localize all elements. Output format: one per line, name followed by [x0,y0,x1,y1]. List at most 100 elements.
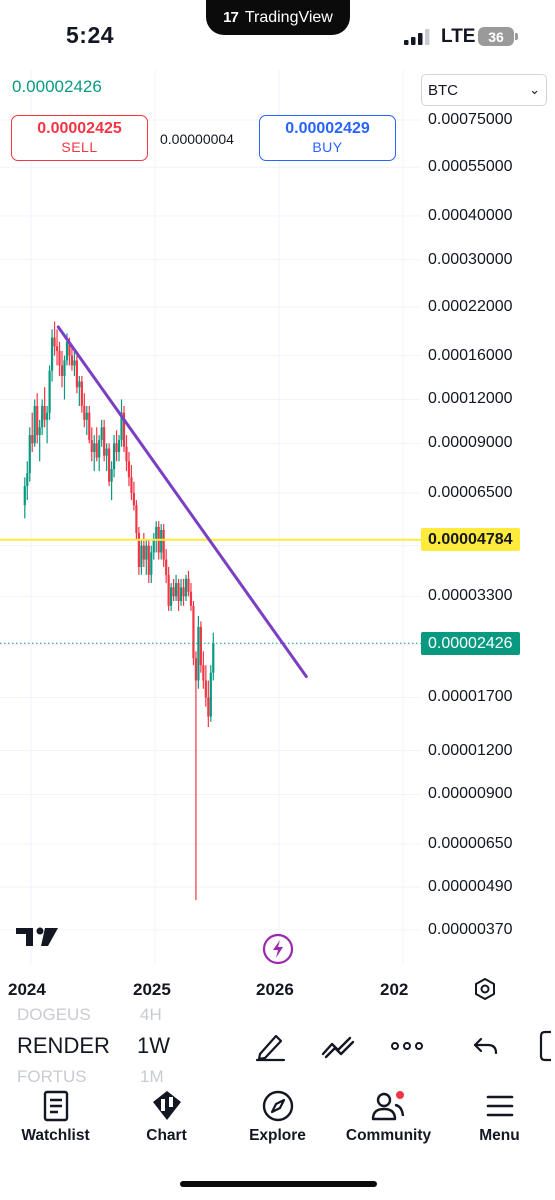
interval-selector[interactable]: 1W [137,1033,170,1058]
spread-value: 0.00000004 [160,131,234,147]
candle [80,381,83,406]
candle [83,405,86,420]
candle [60,365,64,376]
candle [100,427,103,440]
candle [197,626,200,681]
candle [63,360,66,376]
candle [162,529,165,560]
price-tick-label: 0.00006500 [428,483,513,501]
price-tick-label: 0.00012000 [428,390,513,408]
candle [125,446,128,462]
horizontal-level-tag: 0.00004784 [421,528,520,552]
candle [98,439,101,458]
candle [73,360,76,366]
nav-community[interactable]: Community [333,1085,444,1145]
candle [152,539,155,553]
candle [170,587,173,606]
battery-icon: 36 [478,27,514,46]
candle [130,477,133,493]
candle [85,412,88,420]
candle [28,435,31,474]
buy-price: 0.00002429 [285,120,370,137]
buy-label: BUY [312,139,343,155]
nav-explore[interactable]: Explore [222,1085,333,1145]
candle [140,545,143,567]
candle [23,486,26,506]
candle [209,672,212,717]
candle [177,583,180,602]
nav-label: Menu [479,1127,520,1144]
sell-label: SELL [61,139,98,155]
candle [41,405,44,428]
next-symbol: FORTUS [17,1067,87,1086]
multi-line-icon[interactable] [320,1030,356,1062]
last-price: 0.00002426 [12,77,102,96]
price-tick-label: 0.00000370 [428,921,513,938]
candle [90,439,93,453]
nav-label: Community [345,1127,432,1144]
app-banner: 17 TradingView [206,0,350,35]
bracket-icon[interactable] [535,1030,555,1062]
buy-button[interactable]: 0.00002429 BUY [259,115,396,161]
candle [155,526,158,540]
nav-watchlist[interactable]: Watchlist [0,1085,111,1145]
nav-menu[interactable]: Menu [444,1085,555,1145]
lightning-icon[interactable] [262,933,294,965]
candle [189,591,193,606]
candle [147,545,150,575]
price-tick-label: 0.00000650 [428,835,513,853]
tradingview-watermark-icon [16,927,58,946]
settings-icon[interactable] [473,977,497,1001]
currency-select[interactable]: BTC ⌄ [421,74,547,106]
candle [145,545,148,560]
next-interval: 1M [140,1067,164,1086]
candle [179,587,183,602]
candle [135,505,138,533]
candle [50,337,54,371]
candle [43,405,46,420]
undo-icon[interactable] [471,1030,501,1062]
nav-chart[interactable]: Chart [111,1085,222,1145]
candle [150,552,153,575]
candle [204,680,207,698]
watchlist-icon [43,1090,68,1122]
last-price-tag: 0.00002426 [421,631,520,655]
sell-price: 0.00002425 [37,120,122,137]
chart-icon [152,1091,181,1120]
candle [202,665,205,681]
candle [187,578,190,592]
carrier-label: LTE [441,26,476,47]
menu-icon [486,1095,513,1117]
battery-cap [515,33,518,40]
x-tick-label: 2024 [8,980,46,999]
sell-button[interactable]: 0.00002425 SELL [11,115,148,161]
candle [58,350,61,366]
brush-icon[interactable] [254,1030,288,1062]
candle [167,574,170,606]
candle [132,492,136,506]
compass-icon [262,1090,293,1122]
candle [108,448,111,482]
candle [174,583,178,597]
more-icon[interactable] [389,1030,425,1062]
price-chart[interactable] [0,70,421,970]
candle [137,532,140,567]
home-indicator [180,1181,377,1187]
price-tick-label: 0.00009000 [428,434,513,452]
symbol-selector[interactable]: RENDER [17,1033,110,1058]
price-tick-label: 0.00016000 [428,346,513,364]
chevron-down-icon: ⌄ [529,82,540,97]
candle [172,587,175,597]
bottom-navigation: Watchlist Chart Explore Community Menu [0,1085,555,1165]
candle [112,443,116,470]
candle [70,355,74,366]
price-tick-label: 0.00055000 [428,158,513,176]
price-tick-label: 0.00040000 [428,206,513,224]
candle [192,605,195,659]
candle [120,412,123,440]
price-tick-label: 0.00001200 [428,741,513,759]
candle [95,443,98,458]
nav-label: Chart [146,1127,187,1144]
candle [160,529,163,553]
price-tick-label: 0.00000900 [428,785,513,803]
